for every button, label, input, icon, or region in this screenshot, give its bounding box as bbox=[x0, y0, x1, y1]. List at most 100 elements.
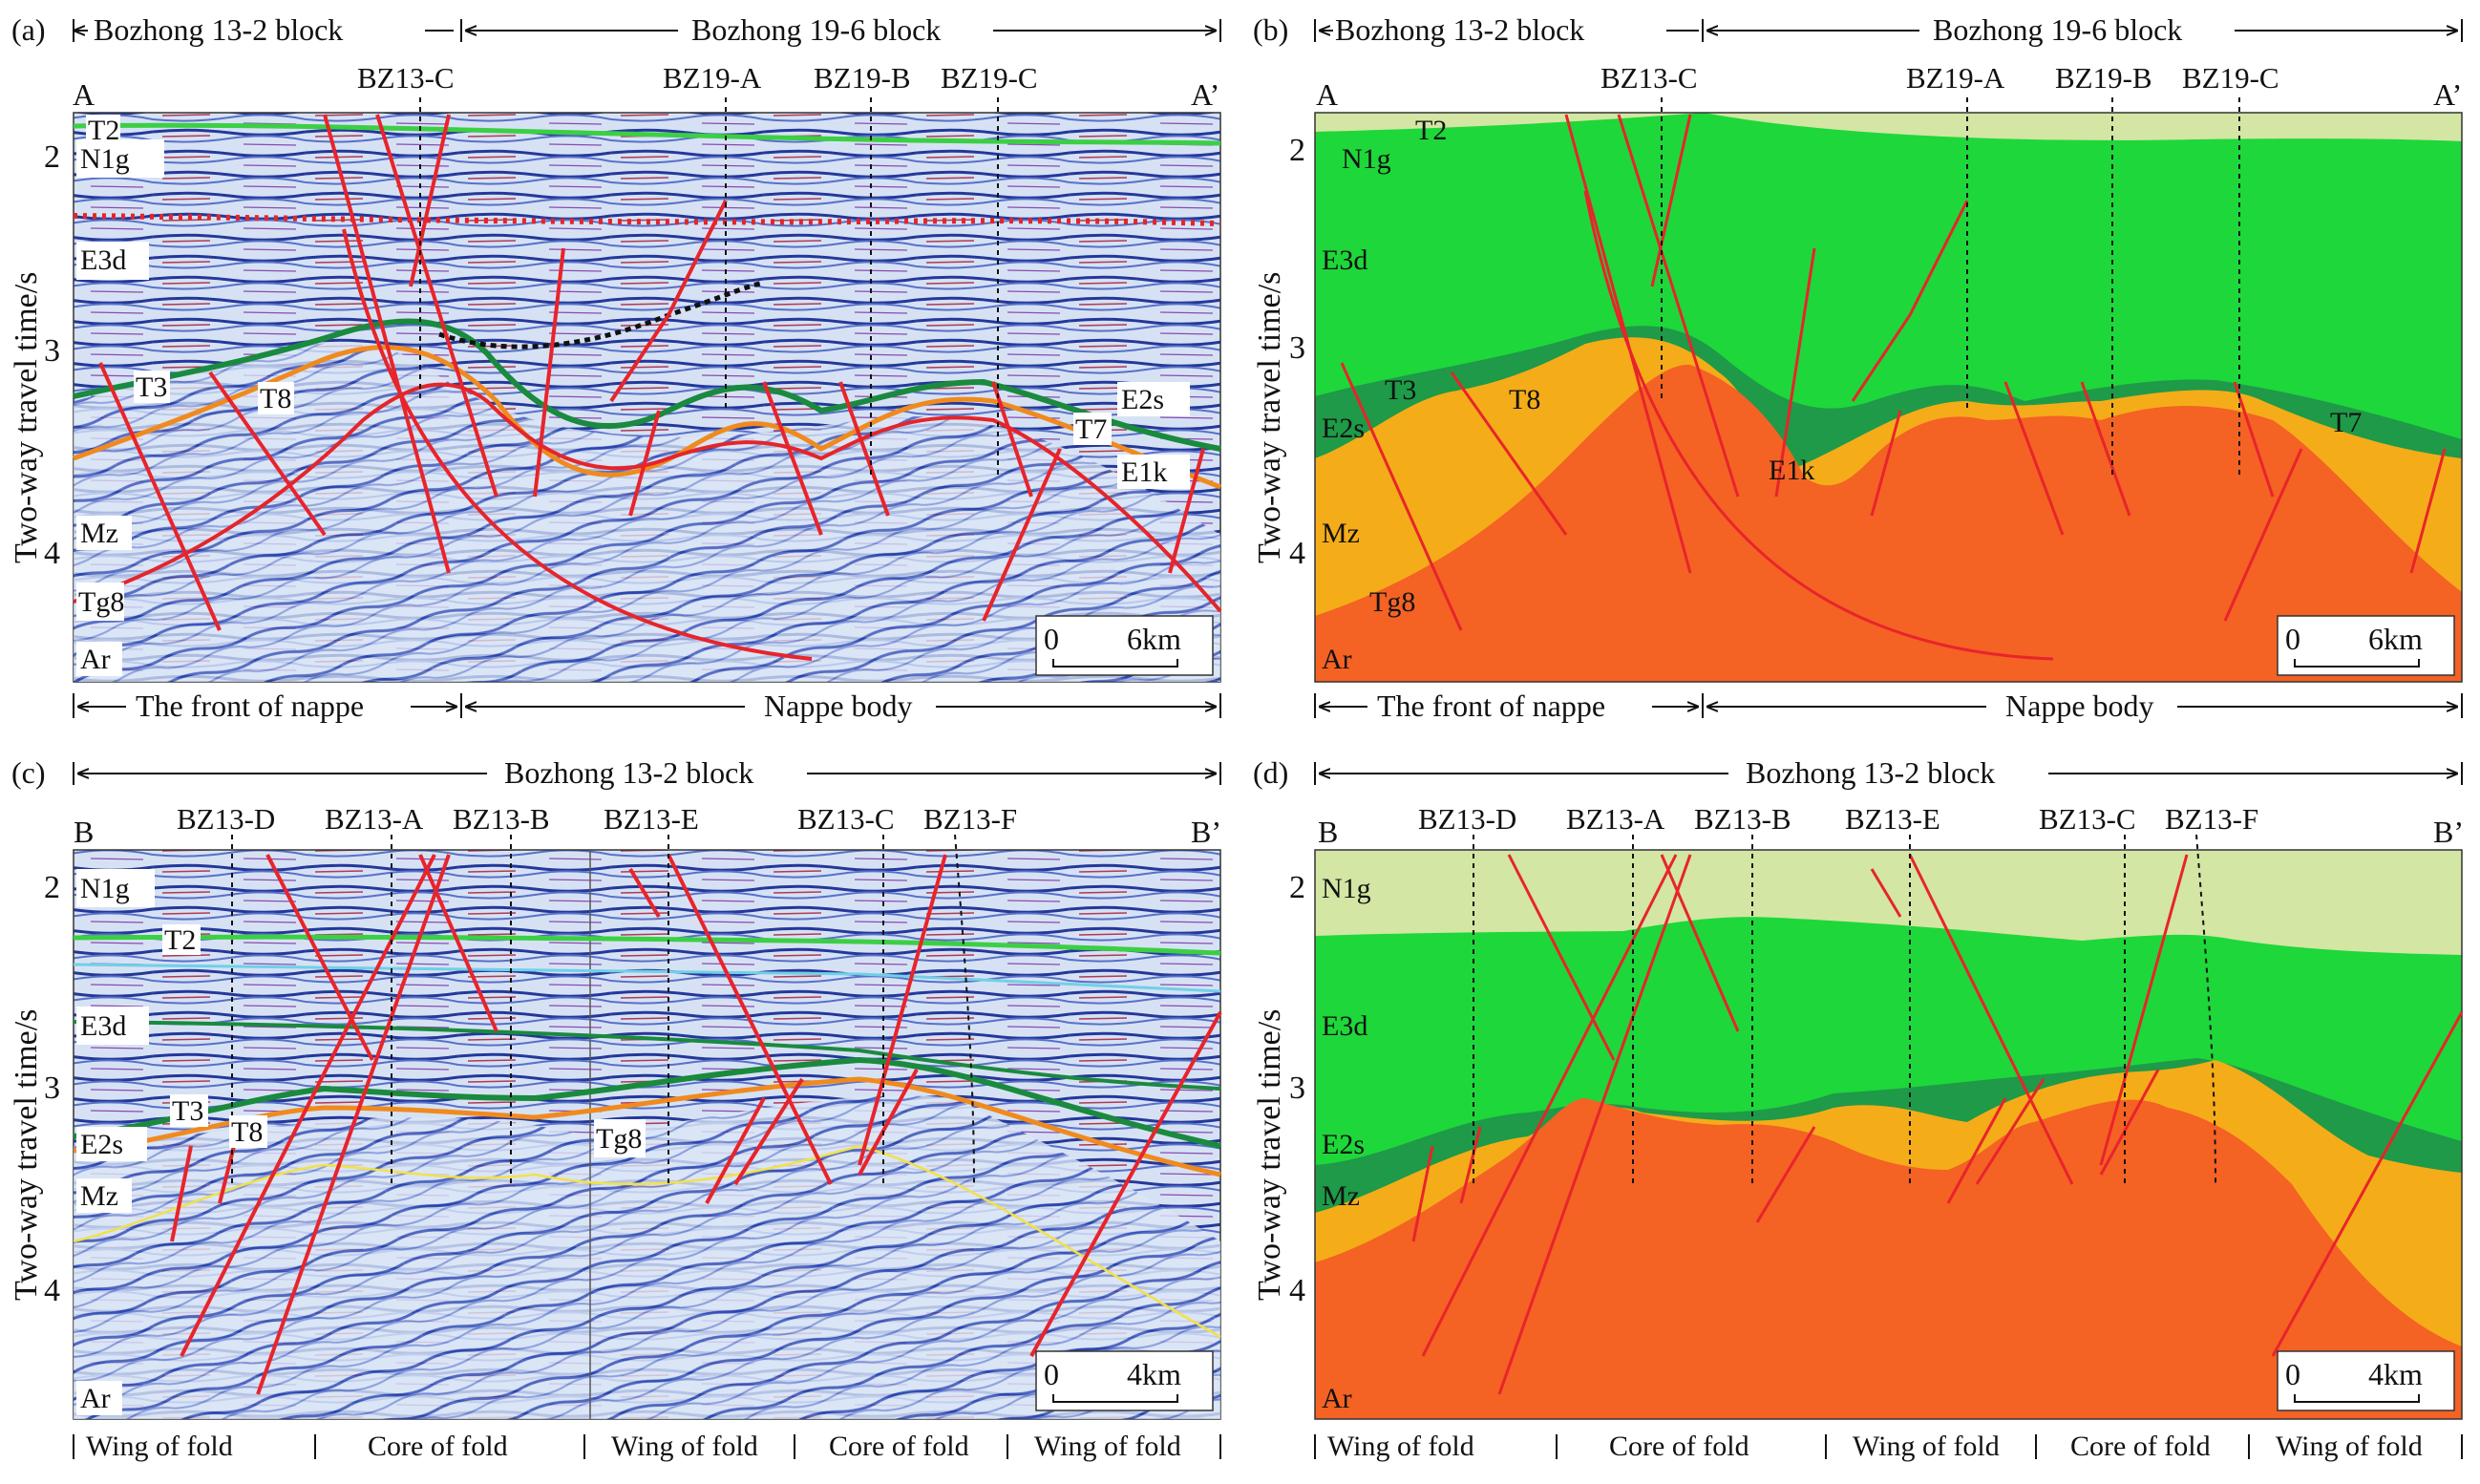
scale-bar: 0 4km bbox=[1035, 1350, 1214, 1411]
horizon-label: T2 bbox=[1415, 115, 1447, 146]
stratum-label: N1g bbox=[1322, 873, 1371, 904]
block-label-right: Bozhong 19-6 block bbox=[691, 12, 941, 47]
well-label: BZ13-C bbox=[357, 61, 455, 95]
svg-text:4km: 4km bbox=[2368, 1357, 2423, 1391]
stratum-label: Ar bbox=[1322, 1383, 1352, 1414]
stratum-label: E3d bbox=[80, 244, 126, 276]
horizon-label: T3 bbox=[172, 1095, 203, 1127]
section-end-left: A bbox=[1316, 77, 1338, 112]
horizon-label: T7 bbox=[2330, 407, 2362, 438]
svg-text:3: 3 bbox=[44, 333, 60, 369]
well-label: BZ19-A bbox=[663, 61, 762, 95]
well-traces bbox=[231, 834, 975, 1185]
horizon-label: T8 bbox=[231, 1116, 263, 1148]
svg-text:3: 3 bbox=[44, 1071, 60, 1106]
well-label: BZ13-C bbox=[1600, 61, 1698, 95]
y-axis: 2 3 4 Two-way travel time/s bbox=[9, 139, 60, 571]
stratum-label: E2s bbox=[1322, 1129, 1365, 1160]
well-labels: BZ13-D BZ13-A BZ13-B BZ13-E BZ13-C BZ13-… bbox=[177, 802, 1017, 836]
well-label: BZ19-B bbox=[814, 61, 911, 95]
zone-label: Wing of fold bbox=[611, 1431, 758, 1462]
strata-labels: T2 N1g E3d T3 T8 T7 E2s E1k Mz Tg8 Ar bbox=[1322, 115, 2362, 675]
zone-label: Core of fold bbox=[1609, 1431, 1749, 1462]
stratum-label: Ar bbox=[80, 644, 111, 675]
stratum-label: E2s bbox=[80, 1129, 123, 1160]
stratum-label: E3d bbox=[80, 1010, 126, 1042]
zone-label: Wing of fold bbox=[1034, 1431, 1181, 1462]
well-label: BZ13-B bbox=[1694, 802, 1791, 836]
y-axis-title: Two-way travel time/s bbox=[9, 272, 44, 563]
well-label: BZ13-F bbox=[923, 802, 1017, 836]
horizon-label: Tg8 bbox=[596, 1123, 642, 1155]
well-label: BZ13-B bbox=[453, 802, 550, 836]
stratum-label: N1g bbox=[80, 143, 130, 175]
well-labels: BZ13-C BZ19-A BZ19-B BZ19-C bbox=[1600, 61, 2279, 95]
stratum-label: E2s bbox=[1322, 413, 1365, 444]
stratum-label: E1k bbox=[1769, 455, 1814, 486]
y-axis-title: Two-way travel time/s bbox=[9, 1009, 44, 1301]
horizon-label: T8 bbox=[260, 383, 291, 414]
well-labels: BZ13-C BZ19-A BZ19-B BZ19-C bbox=[357, 61, 1038, 95]
panel-d-tag: (d) bbox=[1253, 755, 1288, 790]
section-end-left: A bbox=[73, 77, 95, 112]
zone-label: Core of fold bbox=[368, 1431, 508, 1462]
block-label: Bozhong 13-2 block bbox=[504, 755, 753, 790]
well-label: BZ13-D bbox=[177, 802, 275, 836]
stratum-label: Ar bbox=[1322, 644, 1352, 675]
stratum-label: Mz bbox=[1322, 1180, 1360, 1212]
section-end-left: B bbox=[74, 815, 94, 849]
svg-text:3: 3 bbox=[1289, 330, 1305, 366]
faults bbox=[1340, 114, 2447, 661]
y-axis: 2 3 4 Two-way travel time/s bbox=[1252, 133, 1305, 571]
svg-text:4: 4 bbox=[44, 1273, 60, 1308]
svg-text:2: 2 bbox=[44, 870, 60, 905]
section-end-right: B’ bbox=[1191, 815, 1221, 849]
zone-label: Wing of fold bbox=[86, 1431, 233, 1462]
geologic-section bbox=[1314, 112, 2463, 683]
svg-text:6km: 6km bbox=[1127, 622, 1181, 656]
well-labels: BZ13-D BZ13-A BZ13-B BZ13-E BZ13-C BZ13-… bbox=[1418, 802, 2258, 836]
well-traces bbox=[1661, 97, 2240, 477]
well-label: BZ13-E bbox=[604, 802, 699, 836]
svg-text:0: 0 bbox=[2285, 1357, 2300, 1391]
zone-label: Nappe body bbox=[2005, 689, 2154, 723]
svg-text:4: 4 bbox=[1289, 536, 1305, 571]
horizon-label: T2 bbox=[164, 924, 196, 956]
stratum-label: Ar bbox=[80, 1383, 111, 1414]
svg-text:4km: 4km bbox=[1127, 1357, 1181, 1391]
strata-labels: T2 N1g E3d T3 T8 T7 E2s E1k Mz Tg8 Ar bbox=[76, 115, 1190, 676]
block-label-right: Bozhong 19-6 block bbox=[1933, 12, 2182, 47]
stratum-label: Mz bbox=[80, 518, 118, 549]
zone-row: Wing of fold Core of fold Wing of fold C… bbox=[73, 1431, 1221, 1462]
stratum-label: E3d bbox=[1322, 244, 1367, 276]
svg-text:3: 3 bbox=[1289, 1071, 1305, 1106]
section-end-right: B’ bbox=[2433, 815, 2464, 849]
horizon-label: Tg8 bbox=[78, 586, 124, 618]
svg-text:6km: 6km bbox=[2368, 622, 2423, 656]
svg-text:4: 4 bbox=[1289, 1273, 1305, 1308]
svg-text:0: 0 bbox=[1044, 622, 1059, 656]
panel-b: (b) Bozhong 13-2 block Bozhong 19-6 bloc… bbox=[1252, 12, 2463, 723]
well-label: BZ19-C bbox=[941, 61, 1038, 95]
panel-c-tag: (c) bbox=[11, 755, 46, 790]
zone-label: Core of fold bbox=[2070, 1431, 2211, 1462]
well-traces bbox=[1473, 834, 2216, 1185]
well-label: BZ19-C bbox=[2182, 61, 2279, 95]
zone-label: The front of nappe bbox=[136, 689, 364, 723]
horizon-label: T7 bbox=[1075, 413, 1107, 445]
y-axis-title: Two-way travel time/s bbox=[1252, 272, 1287, 563]
well-label: BZ13-E bbox=[1845, 802, 1940, 836]
stratum-label: Mz bbox=[1322, 518, 1360, 549]
stratum-label: E1k bbox=[1121, 456, 1167, 488]
well-label: BZ13-D bbox=[1418, 802, 1516, 836]
well-label: BZ13-C bbox=[797, 802, 895, 836]
zone-label: Nappe body bbox=[764, 689, 913, 723]
faults bbox=[98, 114, 1205, 661]
well-label: BZ13-A bbox=[325, 802, 424, 836]
y-axis-title: Two-way travel time/s bbox=[1252, 1009, 1287, 1301]
zone-label: Wing of fold bbox=[1327, 1431, 1474, 1462]
horizon-label: T8 bbox=[1509, 384, 1540, 415]
horizon-label: T3 bbox=[1385, 374, 1416, 406]
panel-b-tag: (b) bbox=[1253, 12, 1288, 47]
